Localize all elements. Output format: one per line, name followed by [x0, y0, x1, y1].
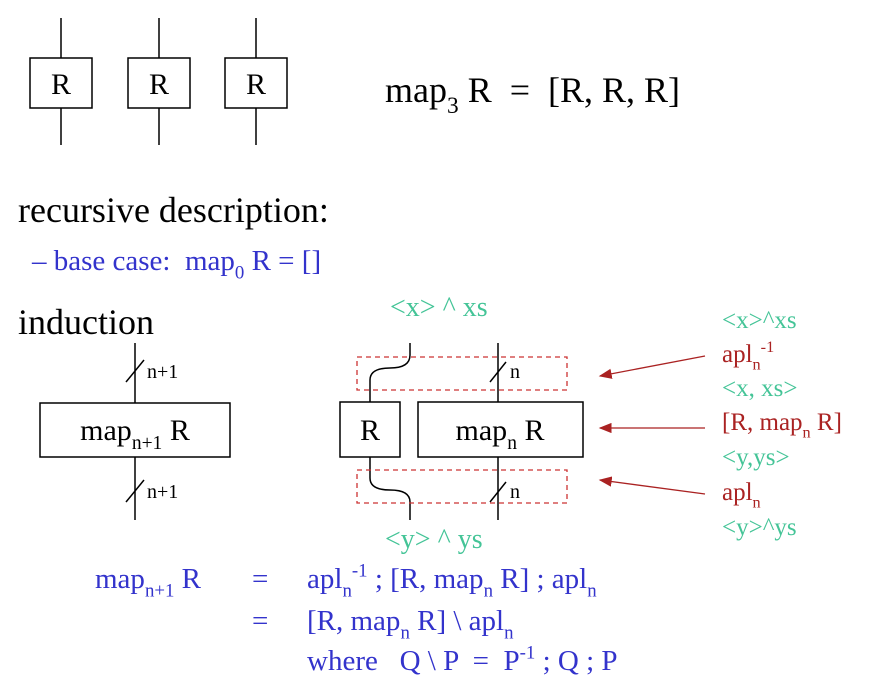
text-run: R [174, 563, 201, 595]
text-run: [R, map [722, 409, 803, 436]
subscript: n+1 [145, 581, 174, 602]
annotation: <x, xs> [722, 375, 797, 402]
top-boxes: R R R [29, 18, 288, 145]
box-label: R [246, 68, 266, 101]
map3-equation: map3 R = [R, R, R] [385, 70, 680, 119]
subscript: 0 [235, 263, 244, 284]
text-run: <y>^ys [722, 514, 797, 541]
heading: recursive description: [18, 190, 329, 230]
wire-label: n+1 [147, 481, 178, 503]
text-run: [R, map [307, 605, 400, 637]
arrow [598, 355, 706, 379]
annotation: <y>^ys [722, 514, 797, 541]
subscript: 3 [447, 93, 459, 119]
text-run: <x>^xs [722, 307, 797, 334]
text-run: R = [R, R, R] [459, 70, 680, 110]
box-label: R [149, 68, 169, 101]
equations: mapn+1 R = apln-1 ; [R, mapn R] ; apln= [R,… [95, 560, 618, 677]
subscript: n [803, 424, 811, 442]
box-label: R [51, 68, 71, 101]
annotation: [R, mapn R] [722, 409, 842, 442]
base-case: – base case: map0 R = [] [31, 245, 321, 284]
wire-label: n+1 [147, 361, 178, 383]
subscript: n [753, 356, 761, 374]
subscript: n [400, 623, 410, 644]
annotation: apln-1 [722, 338, 774, 374]
equation-rhs: apln-1 ; [R, mapn R] ; apln [307, 560, 597, 601]
subscript: n [507, 433, 517, 454]
text-run: map [385, 70, 447, 110]
annotation: apln [722, 479, 761, 512]
text-run: where Q \ P = P [307, 645, 520, 677]
supscript: -1 [352, 560, 368, 581]
heading: induction [18, 302, 154, 342]
subscript: n [484, 581, 494, 602]
equation-rhs: where Q \ P = P-1 ; Q ; P [307, 642, 618, 677]
wire-label: n [510, 361, 520, 383]
box-label: R [360, 414, 380, 447]
wire-label: n [510, 481, 520, 503]
supscript: -1 [761, 338, 775, 356]
text-run: R] ; apl [493, 563, 587, 595]
text-run: R] [811, 409, 842, 436]
arrow [598, 476, 706, 495]
subscript: n [342, 581, 352, 602]
box-label: mapn R [456, 414, 545, 454]
equation-lhs: mapn+1 R [95, 563, 202, 602]
equals: = [252, 563, 268, 595]
text-run: map [456, 414, 508, 447]
subscript: n [587, 581, 597, 602]
text-run: – base case: map [31, 245, 235, 277]
annotation: <y,ys> [722, 444, 790, 471]
subscript: n [504, 623, 514, 644]
left-diagram: n+1 n+1 mapn+1 R [39, 343, 231, 520]
output-label: <y> ^ ys [385, 524, 483, 555]
subscript: n [753, 494, 761, 512]
text-run: <y,ys> [722, 444, 790, 471]
text-run: apl [722, 341, 753, 368]
box-label: mapn+1 R [80, 414, 190, 454]
input-label: <x> ^ xs [390, 292, 488, 323]
text-run: map [80, 414, 132, 447]
text-run: map [95, 563, 145, 595]
text-run: R [162, 414, 190, 447]
equation-rhs: [R, mapn R] \ apln [307, 605, 514, 644]
annotation: <x>^xs [722, 307, 797, 334]
text-run: R] \ apl [410, 605, 504, 637]
text-run: apl [307, 563, 342, 595]
text-run: R [517, 414, 545, 447]
text-run: apl [722, 479, 753, 506]
text-run: R = [] [244, 245, 321, 277]
text-run: ; Q ; P [535, 645, 617, 677]
text-run: ; [R, map [368, 563, 484, 595]
subscript: n+1 [132, 433, 163, 454]
text-run: <x, xs> [722, 375, 797, 402]
middle-diagram: <x> ^ xs n R mapn R n <y> ^ ys [339, 292, 584, 555]
equals: = [252, 605, 268, 637]
supscript: -1 [520, 642, 536, 663]
